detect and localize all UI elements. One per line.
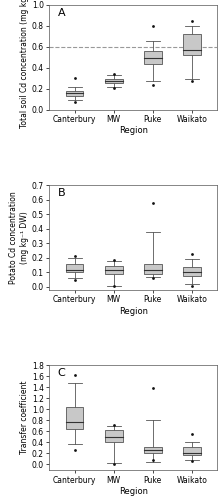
Text: C: C bbox=[58, 368, 65, 378]
Bar bbox=[144, 264, 162, 274]
Text: B: B bbox=[58, 188, 65, 198]
Bar bbox=[183, 447, 201, 456]
Y-axis label: Potato Cd concentration
(mg kg⁻¹ DW): Potato Cd concentration (mg kg⁻¹ DW) bbox=[9, 191, 29, 284]
Bar bbox=[105, 266, 123, 274]
Bar bbox=[144, 50, 162, 64]
Bar bbox=[105, 80, 123, 83]
X-axis label: Region: Region bbox=[119, 306, 148, 316]
Bar bbox=[66, 406, 84, 428]
Bar bbox=[183, 34, 201, 56]
Bar bbox=[183, 268, 201, 276]
Y-axis label: Total soil Cd concentration (mg kg⁻¹): Total soil Cd concentration (mg kg⁻¹) bbox=[20, 0, 29, 128]
Text: A: A bbox=[58, 8, 65, 18]
Bar bbox=[105, 430, 123, 442]
Bar bbox=[144, 448, 162, 453]
X-axis label: Region: Region bbox=[119, 486, 148, 496]
Bar bbox=[66, 264, 84, 272]
Y-axis label: Transfer coefficient: Transfer coefficient bbox=[20, 381, 29, 454]
Bar bbox=[66, 92, 84, 96]
X-axis label: Region: Region bbox=[119, 126, 148, 136]
